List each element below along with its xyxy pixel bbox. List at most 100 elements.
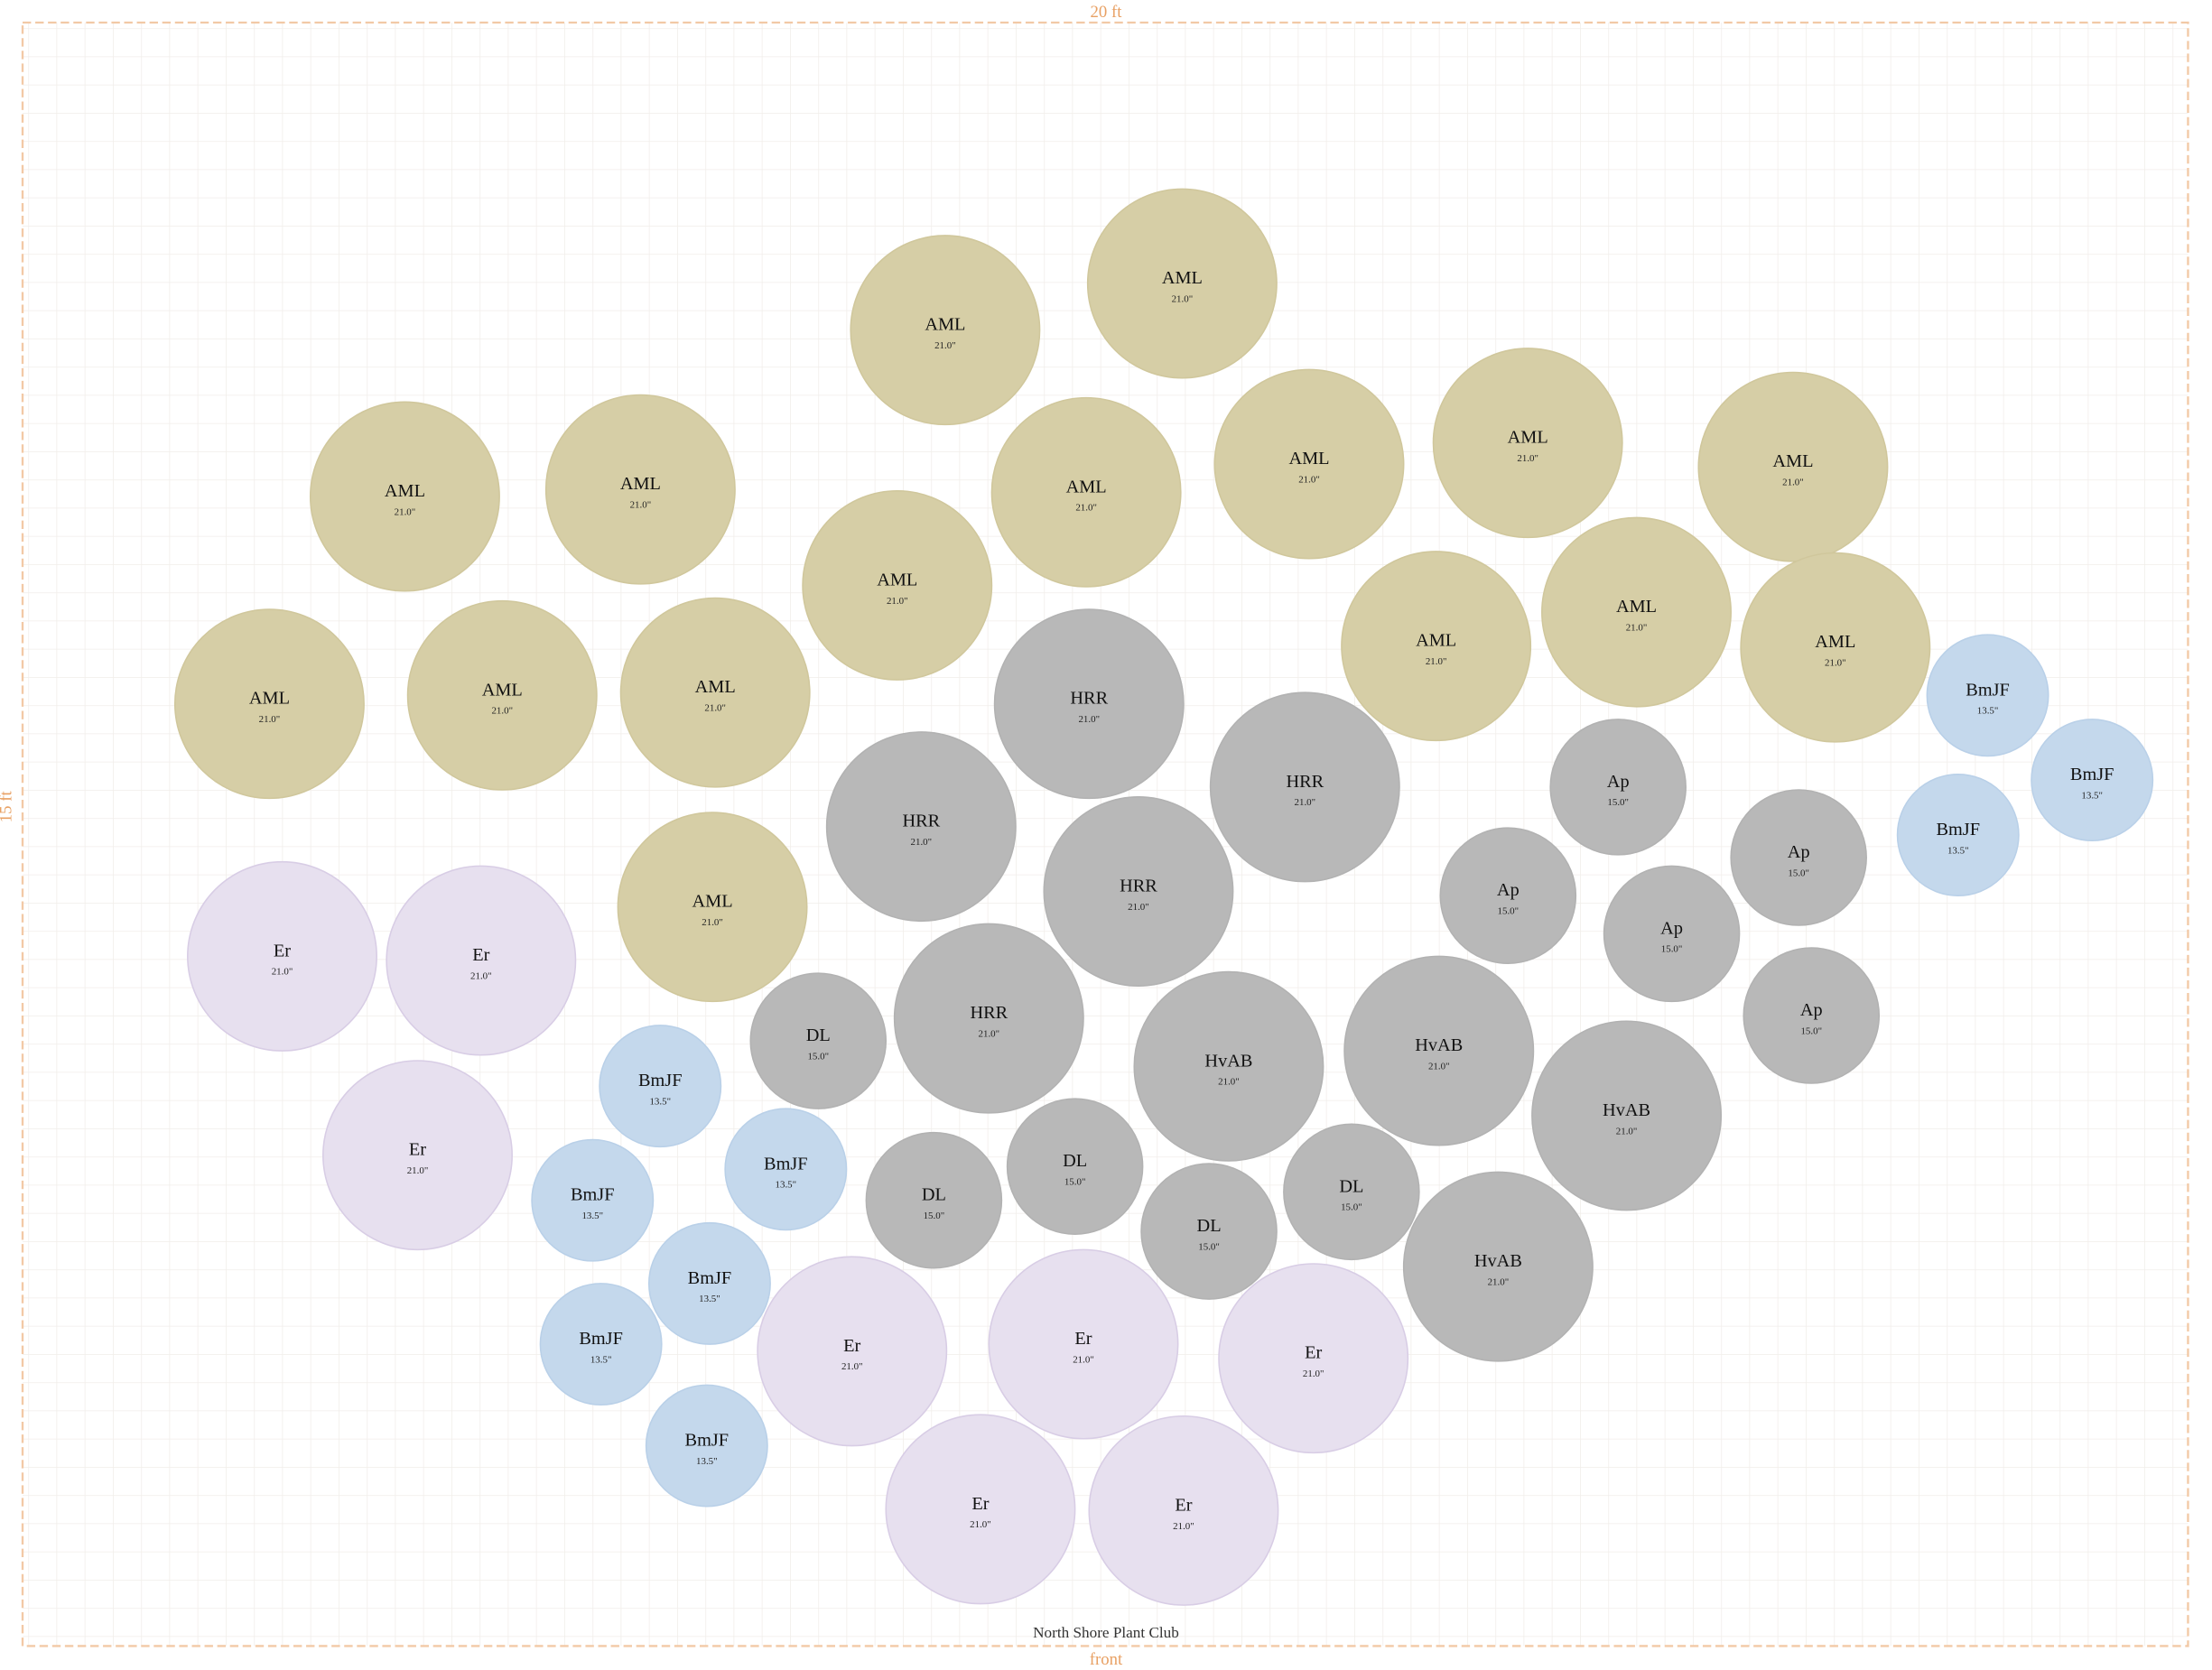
plant-label: BmJF bbox=[685, 1431, 730, 1451]
plant bbox=[749, 972, 888, 1109]
plant bbox=[724, 1108, 848, 1231]
plant-size: 13.5" bbox=[776, 1180, 797, 1191]
plant bbox=[1926, 634, 2049, 757]
plant-label: BmJF bbox=[1966, 680, 2010, 700]
plant-label: AML bbox=[385, 481, 425, 501]
plant bbox=[386, 865, 577, 1056]
plant-label: Ap bbox=[1800, 1000, 1823, 1020]
plant-size: 21.0" bbox=[841, 1361, 863, 1372]
plant-size: 21.0" bbox=[979, 1028, 1000, 1039]
plant bbox=[1541, 516, 1732, 708]
plant-size: 21.0" bbox=[1626, 622, 1648, 633]
plant-size: 21.0" bbox=[1075, 503, 1097, 514]
plant bbox=[1896, 774, 2020, 896]
plant bbox=[1218, 1263, 1409, 1454]
plant bbox=[1730, 789, 1867, 926]
plant bbox=[1133, 970, 1324, 1162]
plant-label: Er bbox=[1305, 1343, 1322, 1363]
plant bbox=[1603, 865, 1741, 1003]
plant bbox=[309, 401, 500, 592]
plant-label: DL bbox=[1063, 1151, 1087, 1171]
plant bbox=[544, 394, 736, 585]
plant bbox=[1402, 1171, 1594, 1362]
front-label: front bbox=[1090, 1650, 1123, 1669]
plant-label: AML bbox=[1616, 597, 1657, 617]
plant bbox=[619, 597, 811, 788]
plant bbox=[1086, 188, 1278, 379]
plant-label: DL bbox=[1339, 1176, 1363, 1196]
plant-size: 21.0" bbox=[1825, 658, 1846, 669]
plant-size: 21.0" bbox=[1172, 293, 1194, 304]
plant-size: 21.0" bbox=[407, 1165, 429, 1176]
plant-size: 21.0" bbox=[1782, 478, 1804, 488]
plant-size: 21.0" bbox=[704, 703, 726, 714]
plant-size: 15.0" bbox=[1341, 1202, 1362, 1213]
plant bbox=[1343, 955, 1535, 1146]
plant bbox=[885, 1414, 1076, 1605]
plant-label: Er bbox=[1074, 1329, 1092, 1349]
plant-label: AML bbox=[1066, 477, 1107, 496]
plant-label: DL bbox=[922, 1185, 946, 1205]
plant-label: AML bbox=[482, 680, 523, 700]
plant-label: AML bbox=[1815, 632, 1855, 652]
plant bbox=[990, 396, 1182, 588]
plant-size: 15.0" bbox=[1498, 906, 1520, 917]
plant bbox=[1549, 719, 1687, 856]
plant-label: BmJF bbox=[1936, 820, 1980, 840]
plant-size: 13.5" bbox=[1947, 845, 1969, 856]
plant-size: 15.0" bbox=[1800, 1025, 1822, 1036]
plant-size: 21.0" bbox=[1517, 453, 1538, 464]
plant bbox=[1283, 1123, 1420, 1261]
plant bbox=[1213, 368, 1405, 560]
plant bbox=[1088, 1415, 1279, 1606]
plant-size: 15.0" bbox=[1064, 1177, 1086, 1188]
plant-size: 13.5" bbox=[590, 1354, 612, 1365]
plant bbox=[645, 1384, 768, 1508]
plant bbox=[1341, 551, 1532, 742]
plant-size: 21.0" bbox=[491, 706, 513, 717]
plant-label: AML bbox=[1508, 428, 1548, 448]
plant bbox=[1740, 552, 1931, 743]
plant-size: 15.0" bbox=[1788, 867, 1809, 878]
plant bbox=[757, 1256, 948, 1447]
plant-size: 21.0" bbox=[1426, 656, 1447, 667]
bed-border bbox=[21, 21, 2189, 1647]
plant-label: AML bbox=[1162, 268, 1203, 288]
plant-label: HvAB bbox=[1204, 1051, 1252, 1071]
plant bbox=[539, 1283, 663, 1406]
plant bbox=[2031, 719, 2154, 842]
plant bbox=[617, 812, 808, 1003]
plant-size: 21.0" bbox=[702, 917, 723, 928]
plants: AML 21.0" AML 21.0" AML 21.0" AML 21.0" AML 21.0"… bbox=[173, 188, 2154, 1606]
plant bbox=[406, 599, 598, 791]
plant-label: DL bbox=[1197, 1216, 1222, 1236]
plant-label: BmJF bbox=[764, 1154, 808, 1174]
plant-size: 21.0" bbox=[1173, 1521, 1194, 1532]
club-name: North Shore Plant Club bbox=[1033, 1624, 1179, 1641]
plant-label: AML bbox=[695, 677, 736, 697]
plant-label: Ap bbox=[1660, 918, 1683, 938]
plant bbox=[1140, 1163, 1278, 1300]
plant-label: HvAB bbox=[1415, 1035, 1463, 1055]
plant-label: BmJF bbox=[688, 1268, 732, 1288]
plant-label: Er bbox=[274, 941, 291, 960]
plant-size: 21.0" bbox=[1295, 797, 1316, 808]
plant-size: 13.5" bbox=[581, 1211, 603, 1221]
plant bbox=[1006, 1098, 1144, 1235]
plant-size: 15.0" bbox=[807, 1051, 829, 1062]
plant-size: 13.5" bbox=[1977, 706, 1999, 717]
plant-label: AML bbox=[620, 474, 661, 494]
plant bbox=[1209, 691, 1400, 883]
plant bbox=[893, 923, 1084, 1114]
plant bbox=[599, 1025, 722, 1148]
plant bbox=[993, 608, 1185, 800]
plant-label: Ap bbox=[1607, 772, 1630, 792]
plant-size: 21.0" bbox=[1616, 1126, 1638, 1137]
plant-label: Ap bbox=[1497, 880, 1520, 900]
plant bbox=[187, 860, 377, 1052]
plant-label: AML bbox=[692, 892, 733, 912]
plant-label: Er bbox=[1175, 1495, 1192, 1515]
plant-size: 21.0" bbox=[395, 506, 416, 517]
plant bbox=[802, 489, 993, 681]
